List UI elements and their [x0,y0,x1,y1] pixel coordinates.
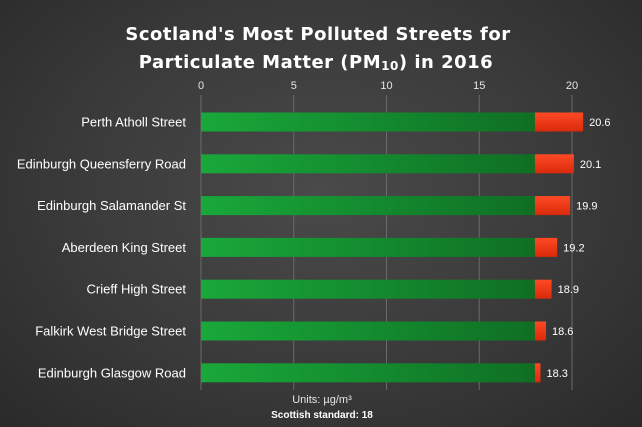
data-label-2: 19.9 [576,201,597,213]
bar-above-standard-5 [534,321,547,341]
x-tick-label-0: 0 [198,80,204,92]
x-axis-ticks: 0 5 10 15 20 [198,80,578,92]
category-label-1: Edinburgh Queensferry Road [17,156,186,171]
data-label-1: 20.1 [580,159,601,171]
scottish-standard-label: Scottish standard: 18 [271,410,373,421]
x-tick-label-5: 5 [291,80,297,92]
bar-below-standard-4 [201,279,535,299]
category-label-6: Edinburgh Glasgow Road [38,365,186,380]
chart-title-line1: Scotland's Most Polluted Streets for [125,24,510,45]
category-label-5: Falkirk West Bridge Street [35,324,186,339]
bar-below-standard-0 [201,112,535,132]
category-labels: Perth Atholl Street Edinburgh Queensferry… [17,115,186,381]
bar-above-standard-6 [534,363,541,383]
bar-above-standard-4 [534,279,552,299]
data-label-6: 18.3 [546,368,567,380]
category-label-3: Aberdeen King Street [62,240,187,255]
x-tick-label-20: 20 [566,80,578,92]
category-label-0: Perth Atholl Street [81,115,186,130]
chart-title-line2: Particulate Matter (PM10) in 2016 [139,52,493,73]
title-subscript: 10 [381,59,399,73]
title-line2-suffix: ) in 2016 [399,52,493,73]
bar-below-standard-3 [201,237,535,257]
data-label-4: 18.9 [558,284,579,296]
bar-above-standard-3 [534,237,558,257]
title-line2-prefix: Particulate Matter (PM [139,52,381,73]
units-label: Units: µg/m³ [292,394,352,406]
data-label-3: 19.2 [563,242,584,254]
x-tick-label-15: 15 [473,80,485,92]
x-tick-label-10: 10 [380,80,392,92]
data-label-5: 18.6 [552,326,573,338]
bar-below-standard-1 [201,154,535,174]
bar-above-standard-2 [534,196,571,216]
category-label-4: Crieff High Street [87,282,187,297]
bar-below-standard-2 [201,196,535,216]
bar-above-standard-1 [534,154,574,174]
data-labels: 20.6 20.1 19.9 19.2 18.9 18.6 18.3 [546,117,610,380]
bar-above-standard-0 [534,112,584,132]
data-label-0: 20.6 [589,117,610,129]
bars [201,112,584,383]
bar-below-standard-5 [201,321,535,341]
category-label-2: Edinburgh Salamander St [37,198,186,213]
bar-below-standard-6 [201,363,535,383]
